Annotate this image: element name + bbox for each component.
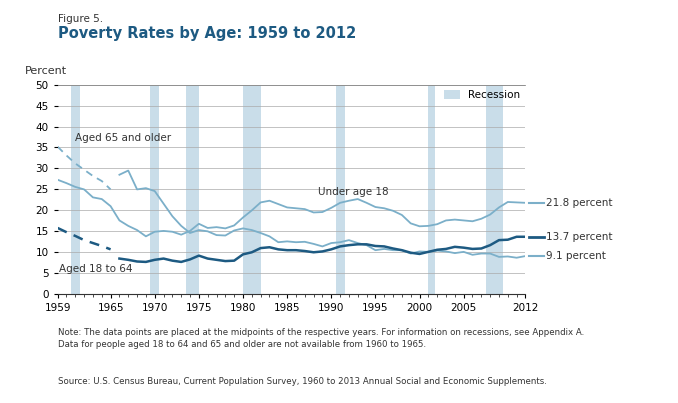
Text: 13.7 percent: 13.7 percent xyxy=(546,232,612,242)
Bar xyxy=(485,85,503,294)
Text: 9.1 percent: 9.1 percent xyxy=(546,251,605,261)
Bar xyxy=(336,85,344,294)
Text: Source: U.S. Census Bureau, Current Population Survey, 1960 to 2013 Annual Socia: Source: U.S. Census Bureau, Current Popu… xyxy=(58,377,546,386)
Bar xyxy=(428,85,435,294)
Legend: Recession: Recession xyxy=(444,90,520,100)
Text: Percent: Percent xyxy=(25,66,67,76)
Bar xyxy=(151,85,159,294)
Text: 21.8 percent: 21.8 percent xyxy=(546,198,612,208)
Bar xyxy=(186,85,199,294)
Text: Under age 18: Under age 18 xyxy=(318,187,388,197)
Text: Aged 18 to 64: Aged 18 to 64 xyxy=(60,264,133,274)
Text: Figure 5.: Figure 5. xyxy=(58,14,103,24)
Text: Note: The data points are placed at the midpoints of the respective years. For i: Note: The data points are placed at the … xyxy=(58,328,584,349)
Text: Poverty Rates by Age: 1959 to 2012: Poverty Rates by Age: 1959 to 2012 xyxy=(58,26,356,41)
Text: Aged 65 and older: Aged 65 and older xyxy=(75,133,172,143)
Bar xyxy=(243,85,260,294)
Bar xyxy=(71,85,80,294)
